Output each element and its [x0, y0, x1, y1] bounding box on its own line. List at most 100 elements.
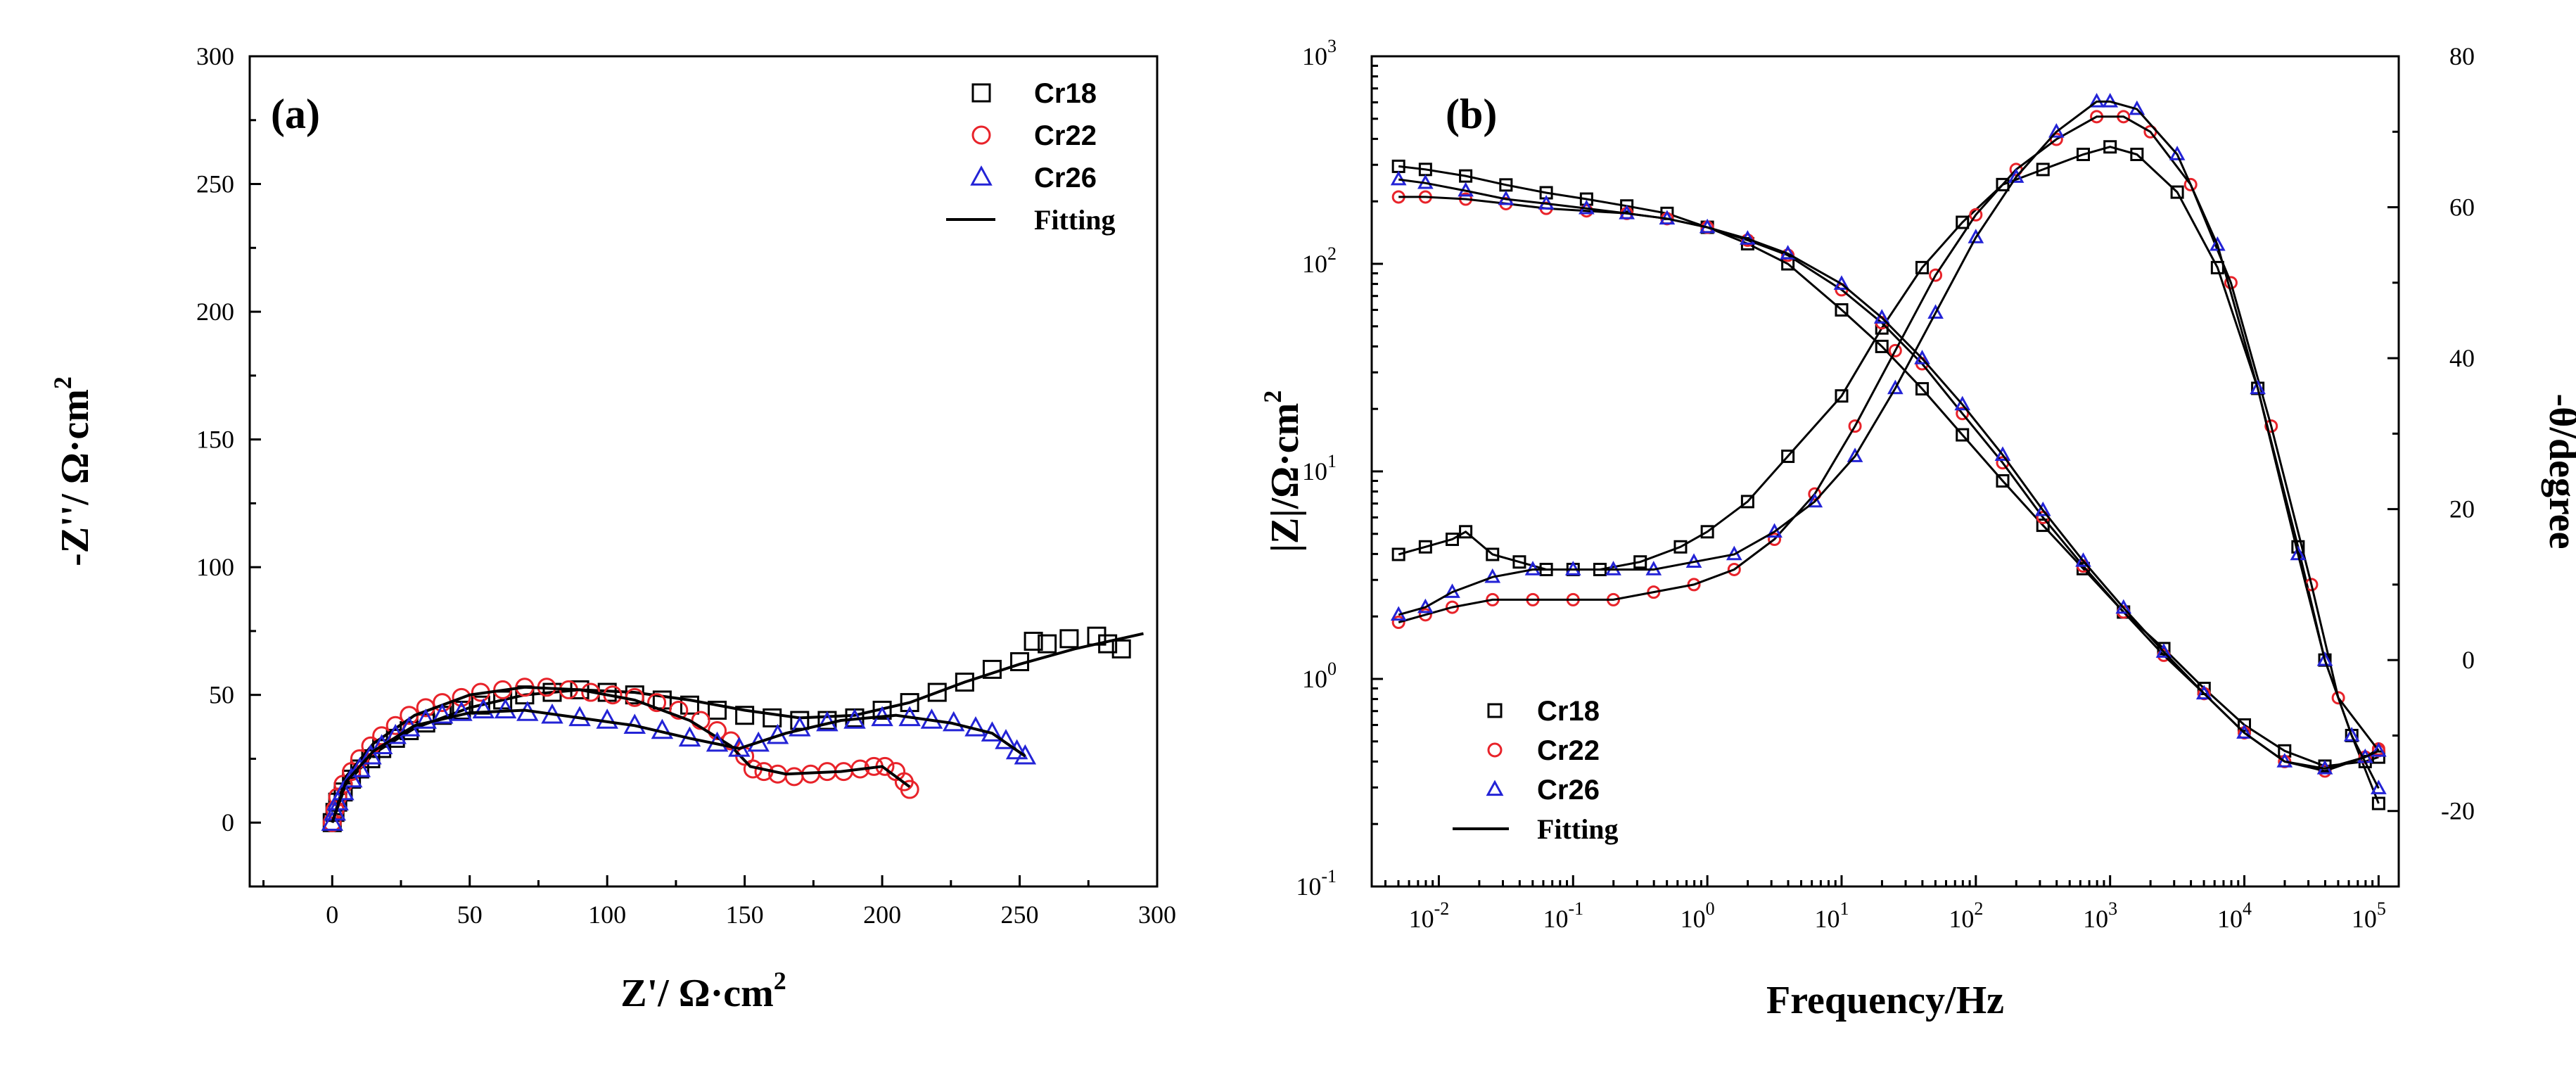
- panel-b-phase-point-cr22: [1969, 208, 1983, 222]
- panel-a-x-tick-label: 200: [863, 901, 901, 929]
- panel-b-frame: [1370, 55, 2400, 888]
- panel-a-fit-line-cr26: [331, 708, 1026, 823]
- panel-b-ylabel-left-sup: 2: [1258, 390, 1287, 403]
- panel-b-modulus-fit-cr26: [1398, 178, 2380, 770]
- panel-a-point-cr26: [450, 701, 473, 721]
- panel-a-ticks: 0 50 100 150 200 250 300 0 50 100 150 200 250 300: [196, 42, 1176, 929]
- panel-b-phase-point-cr18: [1996, 177, 2010, 191]
- panel-b-phase-point-cr26: [2290, 545, 2307, 561]
- panel-a-x-tick-label: 150: [726, 901, 764, 929]
- panel-a-point-cr26: [651, 718, 674, 739]
- panel-a: (a) Z'/ Ω·cm2 -Z''/ Ω·cm2 0 50 100 150 200 25…: [49, 42, 1176, 1015]
- panel-b-x-tick-label: 104: [2217, 898, 2252, 933]
- panel-b-phase-point-cr18: [1740, 495, 1754, 509]
- panel-b-yleft-tick-label: 102: [1302, 243, 1337, 278]
- panel-a-y-tick-label: 50: [209, 681, 234, 709]
- panel-a-point-cr22: [669, 700, 689, 720]
- panel-a-point-cr22: [900, 780, 919, 799]
- panel-b-modulus-point-cr26: [2371, 742, 2387, 757]
- panel-a-point-cr18: [1038, 634, 1057, 654]
- panel-b-phase-fit-cr22: [1398, 115, 2380, 751]
- panel-b-x-tick-label: 100: [1681, 898, 1715, 933]
- panel-a-x-tick-label: 250: [1001, 901, 1039, 929]
- panel-a-point-cr26: [431, 703, 454, 724]
- panel-a-point-cr18: [1059, 629, 1079, 649]
- panel-b-phase-point-cr22: [1888, 343, 1902, 357]
- panel-a-y-tick-label: 100: [196, 553, 234, 581]
- panel-a-point-cr26: [348, 757, 371, 777]
- panel-b-legend-label: Fitting: [1537, 813, 1619, 845]
- panel-a-point-cr18: [735, 706, 755, 725]
- panel-b-yright-tick-label: 40: [2449, 344, 2475, 372]
- panel-a-legend-marker-cr26: [970, 165, 993, 186]
- panel-b-modulus-point-cr26: [2115, 599, 2132, 614]
- panel-b-yright-tick-label: 0: [2462, 646, 2475, 674]
- panel-b-x-tick-label: 103: [2083, 898, 2117, 933]
- panel-b-legend-marker-cr22: [1487, 742, 1503, 758]
- panel-a-point-cr18: [708, 700, 727, 720]
- panel-b-phase-point-cr18: [1486, 547, 1500, 561]
- panel-b-x-tick-label: 10-2: [1409, 898, 1450, 933]
- panel-a-point-cr22: [647, 693, 667, 713]
- panel-b-phase-point-cr18: [2130, 147, 2144, 161]
- panel-b-phase-point-cr18: [1446, 533, 1460, 547]
- panel-a-point-cr26: [340, 767, 363, 788]
- panel-a-point-cr26: [1014, 744, 1037, 765]
- panel-b-legend-label: Cr18: [1537, 696, 1600, 727]
- panel-b-phase-point-cr18: [1512, 555, 1526, 569]
- panel-b-modulus-point-cr26: [2075, 552, 2091, 567]
- panel-a-plot: [321, 626, 1144, 832]
- panel-a-fit-line-cr22: [331, 685, 911, 823]
- panel-a-xlabel: Z'/ Ω·cm2: [620, 967, 786, 1015]
- panel-b-modulus-point-cr18: [1915, 382, 1929, 396]
- panel-b-phase-point-cr22: [1848, 419, 1862, 433]
- panel-b-phase-point-cr18: [1673, 540, 1688, 554]
- panel-b-yleft-tick-label: 10-1: [1296, 866, 1337, 901]
- panel-b-phase-fit-cr26: [1398, 100, 2380, 789]
- panel-a-legend-label: Cr22: [1034, 120, 1097, 151]
- panel-b-modulus-point-cr26: [1914, 350, 1930, 364]
- panel-b-modulus-point-cr26: [2276, 753, 2293, 768]
- panel-b-phase-point-cr22: [2264, 419, 2278, 433]
- panel-b-modulus-point-cr18: [2238, 718, 2252, 732]
- panel-b-phase-point-cr26: [1847, 447, 1863, 462]
- panel-b-modulus-fit-cr18: [1398, 165, 2379, 768]
- panel-b-yleft-tick-label: 100: [1302, 659, 1337, 693]
- panel-b-ticks: 10-2 10-1 100 101 102 103 104 105 10-1 100 101 102 1…: [1296, 36, 2475, 933]
- panel-b-phase-point-cr18: [1700, 525, 1714, 539]
- panel-b-modulus-point-cr26: [1390, 170, 1407, 186]
- panel-a-point-cr18: [1111, 639, 1131, 659]
- panel-a-point-cr26: [414, 708, 437, 729]
- panel-a-legend: Cr18 Cr22 Cr26 Fitting: [946, 78, 1116, 236]
- panel-a-point-cr18: [372, 739, 392, 758]
- panel-b: (b) Frequency/Hz |Z|/Ω·cm2 -θ/degree 10-…: [1258, 36, 2576, 1022]
- panel-a-legend-label: Fitting: [1034, 204, 1116, 236]
- panel-b-phase-point-cr26: [2343, 727, 2360, 742]
- panel-b-x-tick-label: 101: [1814, 898, 1849, 933]
- panel-b-phase-point-cr26: [2316, 651, 2333, 666]
- panel-b-modulus-point-cr26: [2034, 501, 2051, 516]
- panel-a-legend-label: Cr18: [1034, 78, 1097, 109]
- panel-a-point-cr18: [955, 673, 974, 692]
- panel-b-phase-point-cr26: [2008, 168, 2025, 183]
- panel-b-phase-point-cr18: [1391, 547, 1405, 561]
- panel-a-y-tick-label: 300: [196, 42, 234, 70]
- panel-b-yleft-tick-label: 103: [1302, 36, 1337, 70]
- panel-b-modulus-point-cr26: [1954, 395, 1971, 411]
- panel-a-point-cr18: [1024, 631, 1043, 651]
- panel-a-ylabel-text: -Z''/ Ω·cm: [53, 389, 97, 566]
- panel-b-plot: [1390, 93, 2387, 810]
- panel-a-point-cr26: [324, 800, 346, 821]
- panel-b-modulus-point-cr18: [1996, 473, 2010, 488]
- panel-b-phase-point-cr18: [1835, 389, 1849, 403]
- panel-a-frame: [248, 55, 1159, 888]
- panel-b-yright-tick-label: 80: [2449, 42, 2475, 70]
- panel-b-modulus-point-cr18: [1875, 339, 1889, 353]
- panel-b-modulus-point-cr26: [2155, 643, 2172, 658]
- panel-b-x-tick-label: 105: [2352, 898, 2386, 933]
- panel-b-phase-point-cr26: [1968, 229, 1984, 243]
- panel-b-phase-point-cr18: [1956, 215, 1970, 229]
- panel-b-phase-point-cr18: [2036, 163, 2050, 177]
- panel-b-phase-point-cr22: [1929, 268, 1943, 282]
